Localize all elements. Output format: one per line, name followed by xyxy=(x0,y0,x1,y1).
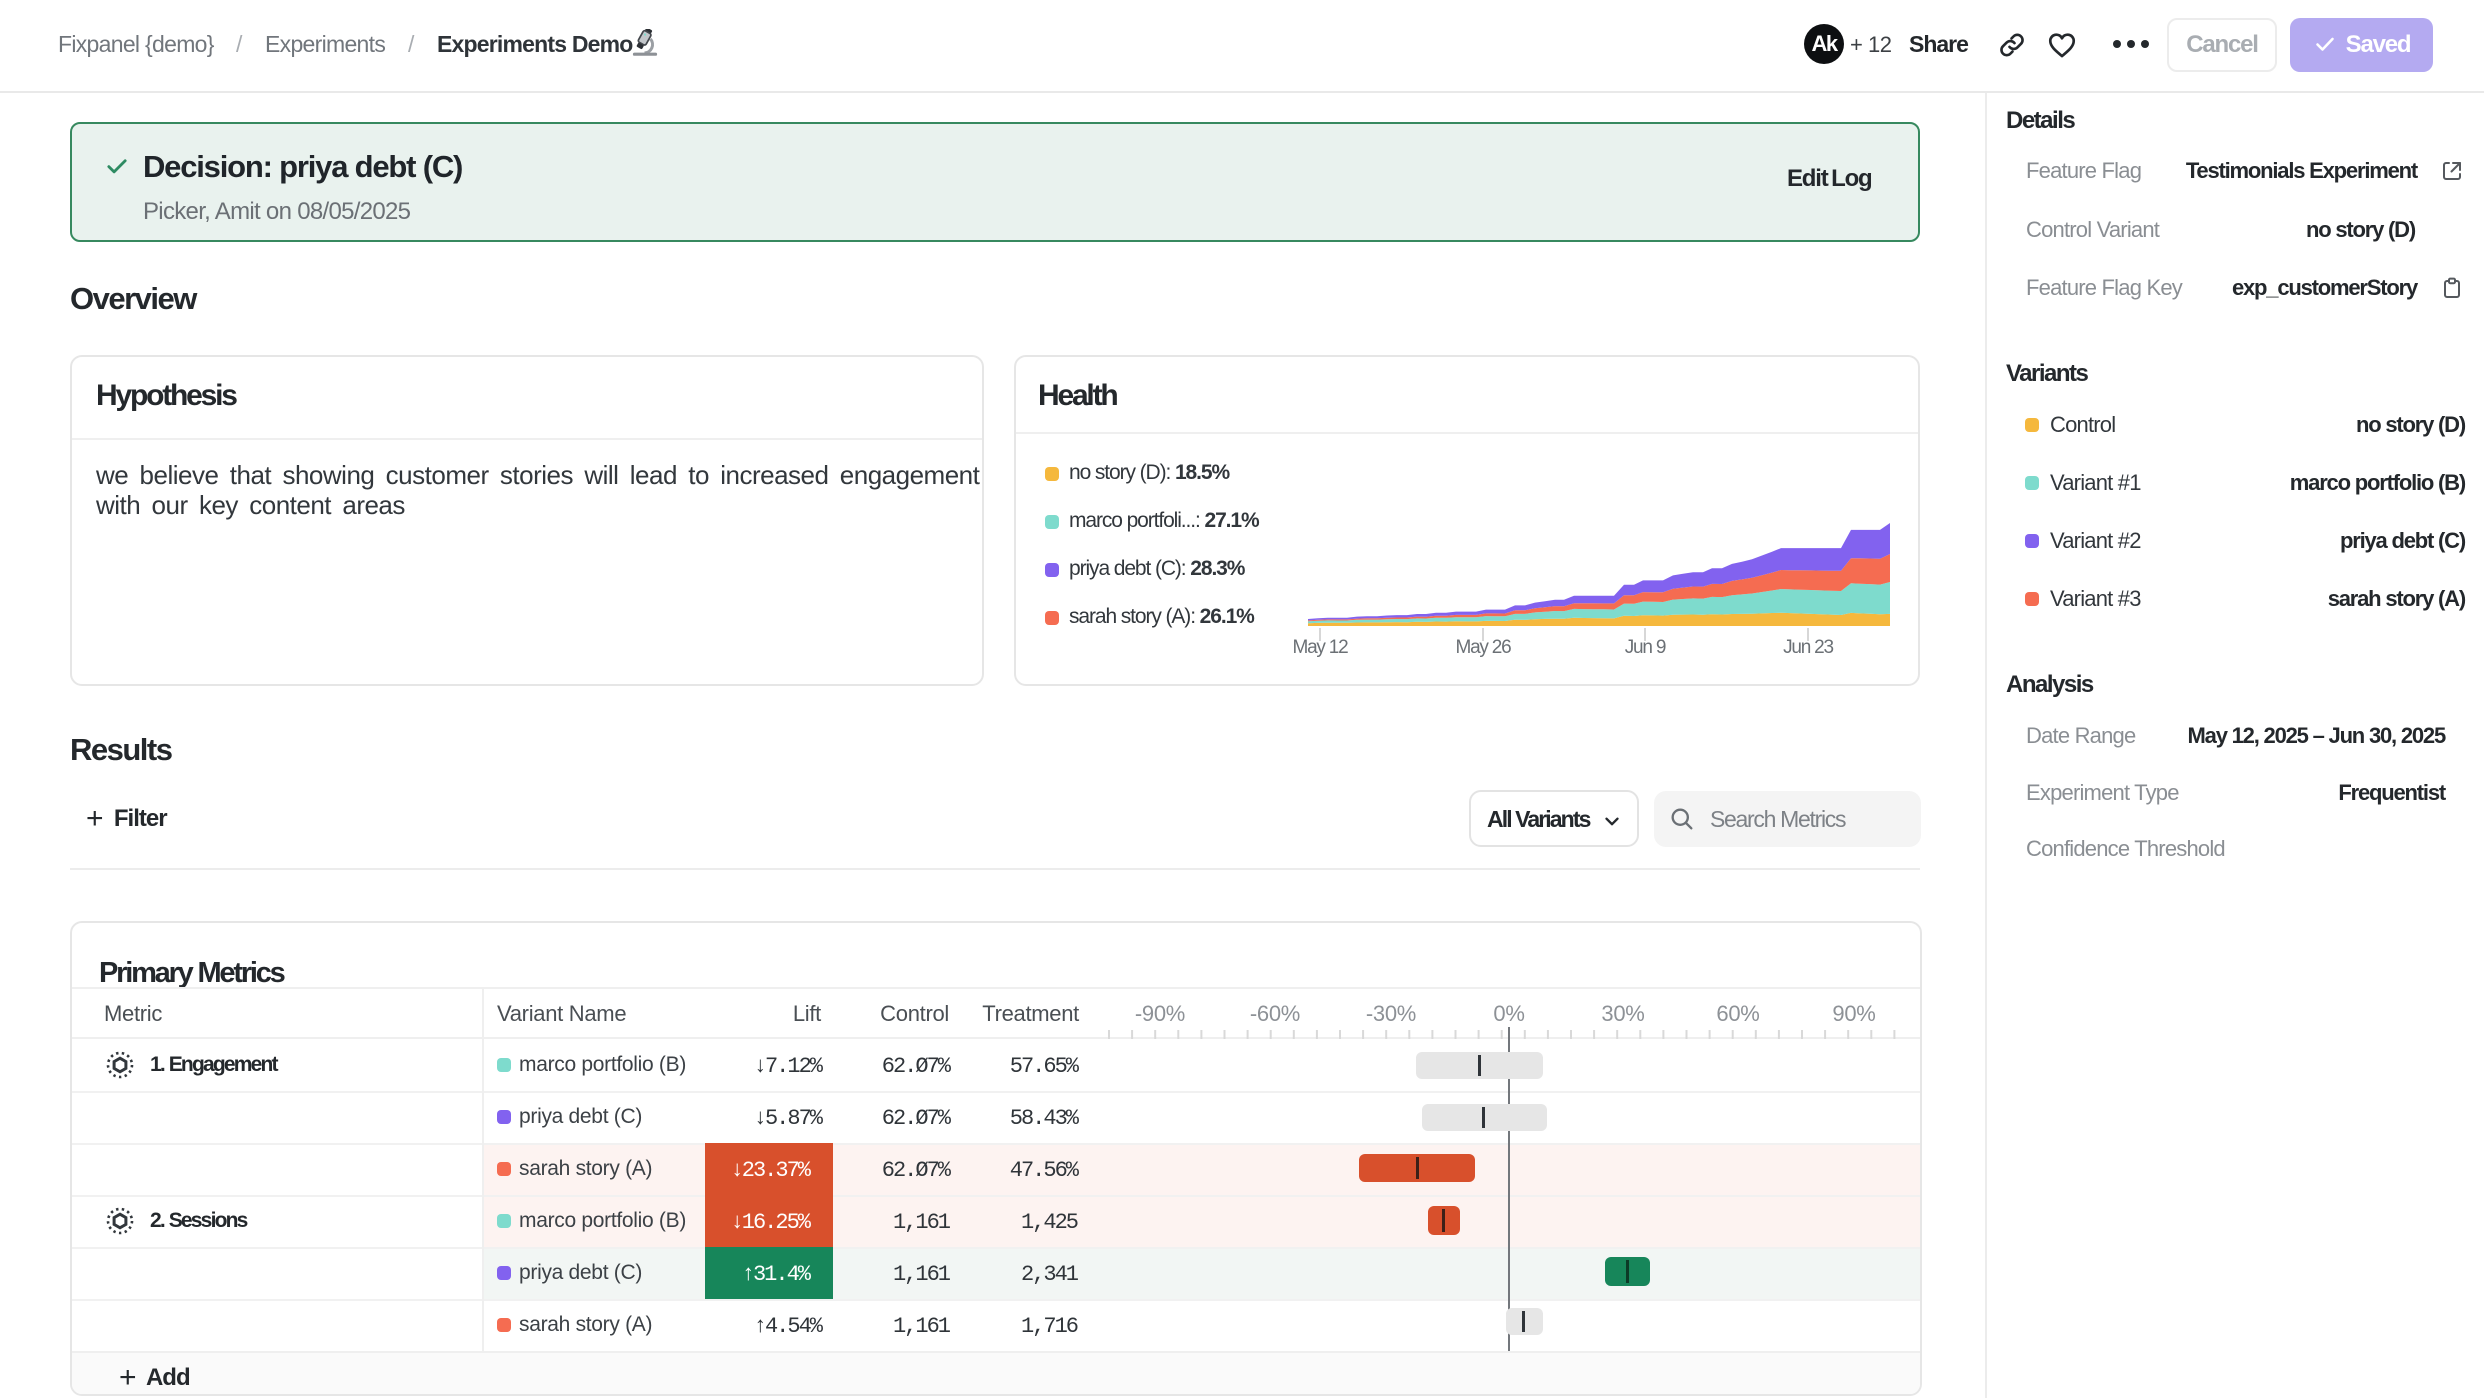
svg-text:May 12: May 12 xyxy=(1292,637,1348,658)
svg-text:May 26: May 26 xyxy=(1455,637,1511,658)
svg-text:Jun 23: Jun 23 xyxy=(1783,637,1833,658)
svg-text:Jun 9: Jun 9 xyxy=(1625,637,1666,658)
